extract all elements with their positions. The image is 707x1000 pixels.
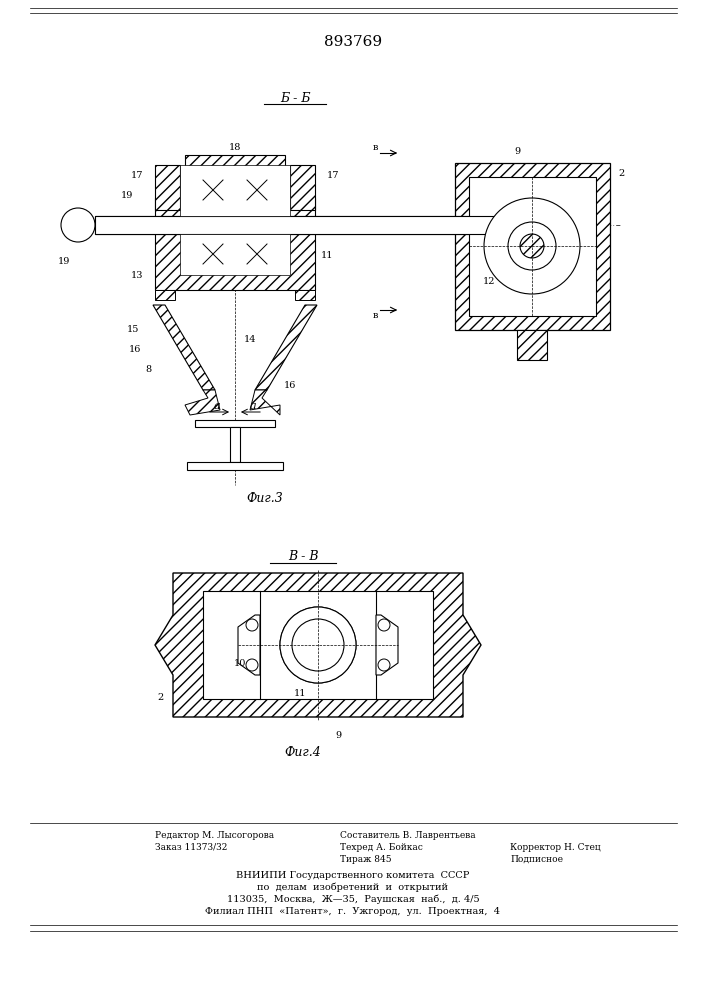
Circle shape <box>280 607 356 683</box>
Polygon shape <box>155 573 481 717</box>
Polygon shape <box>255 305 317 390</box>
Polygon shape <box>185 390 220 415</box>
Text: Подписное: Подписное <box>510 854 563 863</box>
Circle shape <box>246 659 258 671</box>
Text: Фиг.3: Фиг.3 <box>247 491 284 504</box>
Text: a: a <box>250 401 257 411</box>
Polygon shape <box>376 615 398 675</box>
Bar <box>185 155 285 175</box>
Circle shape <box>484 198 580 294</box>
Text: Корректор Н. Стец: Корректор Н. Стец <box>510 842 601 852</box>
Text: 18: 18 <box>229 142 241 151</box>
Circle shape <box>61 208 95 242</box>
Text: 14: 14 <box>244 336 256 344</box>
Bar <box>469 177 596 316</box>
Polygon shape <box>153 305 215 390</box>
Text: В - В: В - В <box>288 550 318 564</box>
Text: 893769: 893769 <box>324 35 382 49</box>
Bar <box>180 165 290 216</box>
Bar <box>203 591 433 699</box>
Bar <box>517 330 547 360</box>
Bar <box>290 165 315 210</box>
Text: 19: 19 <box>121 190 133 200</box>
Text: Фиг.4: Фиг.4 <box>285 746 322 758</box>
Text: 15: 15 <box>127 326 139 334</box>
Circle shape <box>246 619 258 631</box>
Text: Техред А. Бойкас: Техред А. Бойкас <box>340 842 423 852</box>
Circle shape <box>292 619 344 671</box>
Text: Редактор М. Лысогорова: Редактор М. Лысогорова <box>155 830 274 840</box>
Circle shape <box>494 208 570 284</box>
Text: 113035,  Москва,  Ж—35,  Раушская  наб.,  д. 4/5: 113035, Москва, Ж—35, Раушская наб., д. … <box>227 894 479 904</box>
Text: 9: 9 <box>335 730 341 740</box>
Text: 9: 9 <box>514 146 520 155</box>
Circle shape <box>378 659 390 671</box>
Circle shape <box>280 607 356 683</box>
Text: в: в <box>373 310 378 320</box>
Circle shape <box>69 216 87 234</box>
Circle shape <box>378 619 390 631</box>
Bar <box>95 216 530 234</box>
Text: 16: 16 <box>284 380 296 389</box>
Polygon shape <box>250 390 280 415</box>
Text: 19: 19 <box>58 256 70 265</box>
Text: 16: 16 <box>129 346 141 355</box>
Text: a: a <box>214 401 221 411</box>
Text: в: в <box>373 143 378 152</box>
Text: ВНИИПИ Государственного комитета  СССР: ВНИИПИ Государственного комитета СССР <box>236 870 469 880</box>
Polygon shape <box>238 615 260 675</box>
Text: по  делам  изобретений  и  открытий: по делам изобретений и открытий <box>257 882 448 892</box>
Text: 17: 17 <box>327 170 339 180</box>
Bar <box>155 198 315 216</box>
Bar <box>187 462 283 470</box>
Text: Тираж 845: Тираж 845 <box>340 854 392 863</box>
Bar <box>455 163 610 330</box>
Text: 10: 10 <box>234 658 246 668</box>
Bar <box>195 420 275 427</box>
Text: Заказ 11373/32: Заказ 11373/32 <box>155 842 228 852</box>
Text: Филиал ПНП  «Патент»,  г.  Ужгород,  ул.  Проектная,  4: Филиал ПНП «Патент», г. Ужгород, ул. Про… <box>206 906 501 916</box>
Text: 2: 2 <box>619 168 625 178</box>
Bar <box>95 216 530 234</box>
Text: 8: 8 <box>145 365 151 374</box>
Bar <box>295 290 315 300</box>
Bar <box>155 234 315 290</box>
Circle shape <box>508 222 556 270</box>
Text: 11: 11 <box>293 688 306 698</box>
Bar <box>155 165 180 210</box>
Text: Б - Б: Б - Б <box>280 93 310 105</box>
Text: 17: 17 <box>131 170 144 180</box>
Text: 13: 13 <box>131 270 144 279</box>
Bar <box>155 290 175 300</box>
Bar <box>180 234 290 275</box>
Text: 11: 11 <box>321 250 333 259</box>
Bar <box>230 427 240 462</box>
Text: Составитель В. Лаврентьева: Составитель В. Лаврентьева <box>340 830 476 840</box>
Text: 12: 12 <box>483 276 495 286</box>
Text: 2: 2 <box>158 692 164 702</box>
Circle shape <box>520 234 544 258</box>
